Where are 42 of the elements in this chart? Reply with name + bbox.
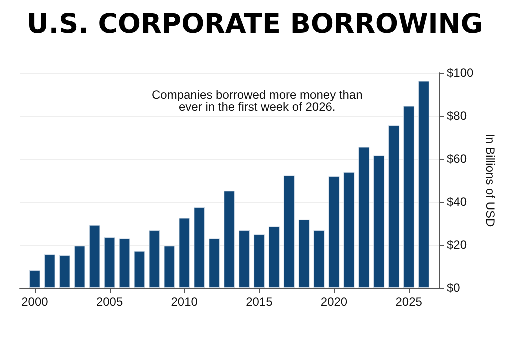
x-tick-label: 2000	[22, 295, 49, 309]
bar	[194, 207, 206, 288]
bar	[179, 218, 190, 288]
x-tick-label: 2020	[320, 295, 348, 309]
x-tick-label: 2005	[96, 295, 124, 309]
bar	[209, 238, 220, 288]
bar	[238, 230, 250, 288]
annotation: Companies borrowed more money than ever in the first week of 2026.	[152, 88, 363, 114]
bar	[254, 234, 265, 288]
bar	[314, 230, 325, 288]
bar	[328, 176, 340, 288]
bar	[164, 246, 176, 288]
x-tick-label: 2015	[246, 295, 274, 309]
bar	[284, 176, 295, 288]
bar	[44, 254, 56, 288]
y-tick-label: $100	[447, 66, 474, 80]
bar	[388, 126, 400, 288]
y-tick-label: $20	[447, 238, 468, 252]
y-tick-label: $40	[447, 195, 468, 209]
bar	[358, 147, 370, 288]
bar	[298, 220, 310, 288]
bar	[344, 172, 355, 288]
chart-title: U.S. CORPORATE BORROWING	[26, 9, 484, 40]
bar	[29, 270, 40, 288]
bar	[268, 226, 280, 288]
bar	[59, 256, 70, 288]
bar	[418, 81, 430, 288]
y-tick-label: $60	[447, 152, 468, 166]
bar	[404, 106, 415, 288]
x-tick-label: 2010	[171, 295, 198, 309]
bar	[119, 238, 130, 288]
y-axis-title: In Billions of USD	[484, 134, 498, 228]
y-tick-label: $80	[447, 109, 468, 123]
bar	[89, 225, 100, 288]
bar	[224, 191, 235, 288]
y-tick-label: $0	[447, 281, 461, 295]
bar	[374, 156, 385, 288]
bar	[74, 246, 86, 288]
bar	[149, 230, 160, 288]
bar	[134, 251, 146, 288]
x-tick-label: 2025	[396, 295, 423, 309]
bar	[104, 237, 116, 288]
